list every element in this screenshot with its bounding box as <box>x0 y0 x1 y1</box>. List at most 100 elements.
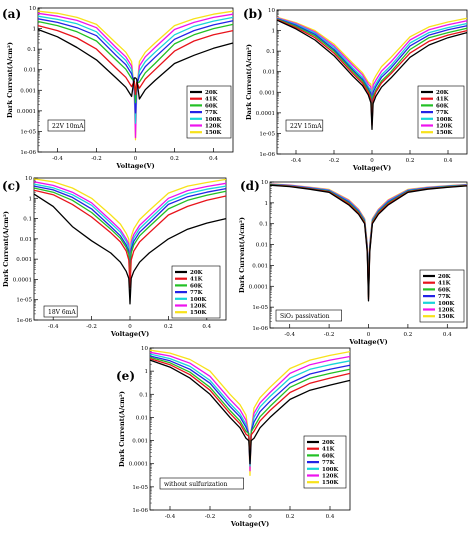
legend-label: 100K <box>436 117 452 123</box>
y-axis-label: Dark Current(A/cm²) <box>238 217 246 293</box>
panel-label: (e) <box>116 369 135 383</box>
annotation-label: 18V 6mA <box>48 309 76 316</box>
y-tick-label: 0.001 <box>16 257 32 263</box>
x-tick-label: 0 <box>128 324 132 330</box>
y-axis-label: Dark Current(A/cm²) <box>118 391 126 467</box>
y-tick-label: 1e-06 <box>252 326 268 332</box>
x-tick-label: -0.2 <box>329 158 340 164</box>
x-axis-label: Voltage(V) <box>230 520 269 528</box>
legend-label: 41K <box>436 97 449 103</box>
annotation-box <box>159 477 244 490</box>
annotation-box <box>43 305 78 318</box>
y-tick-label: 0.01 <box>256 243 268 249</box>
annotation-label: without sulfurization <box>164 481 228 488</box>
legend-label: 41K <box>190 277 203 283</box>
panel-d: (d) 10 1 0.1 0.01 0.001 0.0001 1e-05 1e-06 -0.4 -0… <box>238 179 468 346</box>
y-tick-label: 0.001 <box>20 88 36 94</box>
y-tick-label: 1 <box>265 201 269 207</box>
y-axis-label: Dark Current(A/cm²) <box>245 44 253 120</box>
x-tick-label: 0.2 <box>286 514 295 520</box>
legend-label: 41K <box>322 447 335 453</box>
y-tick-label: 10 <box>29 6 36 12</box>
series-group <box>276 16 468 130</box>
legend-label: 20K <box>190 270 203 276</box>
x-tick-label: -0.2 <box>91 156 102 162</box>
y-tick-label: 1 <box>33 27 37 33</box>
y-tick-label: 0.01 <box>20 237 32 243</box>
legend-label: 60K <box>322 453 335 459</box>
y-tick-label: 10 <box>261 180 268 186</box>
legend-label: 60K <box>438 287 451 293</box>
legend-label: 150K <box>190 310 206 316</box>
x-tick-label: 0.2 <box>170 156 179 162</box>
x-tick-label: 0 <box>367 332 371 338</box>
y-tick-label: 0.001 <box>259 90 275 96</box>
y-tick-label: 1e-05 <box>259 131 275 137</box>
x-tick-label: -0.2 <box>205 514 216 520</box>
series-line-20K <box>276 19 468 130</box>
y-tick-label: 10 <box>268 8 275 14</box>
x-tick-label: -0.4 <box>52 156 63 162</box>
y-tick-label: 0.1 <box>139 392 148 398</box>
x-axis-label: Voltage(V) <box>352 164 391 172</box>
legend-label: 20K <box>205 90 218 96</box>
annotation-box <box>275 309 342 322</box>
annotation-label: 22V 10mA <box>52 123 84 130</box>
series-line-150K <box>149 349 351 476</box>
legend-label: 150K <box>205 130 221 136</box>
x-axis-label: Voltage(V) <box>115 162 154 170</box>
y-tick-label: 1e-05 <box>132 485 148 491</box>
x-tick-label: 0 <box>134 156 138 162</box>
legend-label: 60K <box>205 103 218 109</box>
y-tick-label: 0.1 <box>27 47 36 53</box>
legend-label: 120K <box>436 124 452 130</box>
series-line-77K <box>37 18 234 114</box>
panel-a: (a) 10 1 0.1 0.01 0.001 0.0001 1e-05 1e-06 -0.4 -0… <box>2 6 234 170</box>
series-line-100K <box>149 353 351 467</box>
legend-label: 20K <box>436 90 449 96</box>
series-line-120K <box>149 351 351 472</box>
y-tick-label: 1e-06 <box>132 508 148 514</box>
y-tick-label: 10 <box>25 176 32 182</box>
y-tick-label: 0.0001 <box>249 284 268 290</box>
legend-label: 100K <box>438 301 454 307</box>
legend-label: 120K <box>190 304 206 310</box>
legend-label: 150K <box>438 314 454 320</box>
series-line-20K <box>269 184 468 302</box>
legend-label: 150K <box>322 480 338 486</box>
x-tick-label: 0.2 <box>164 324 173 330</box>
x-tick-label: -0.4 <box>48 324 59 330</box>
y-tick-label: 0.0001 <box>13 277 32 283</box>
x-tick-label: 0.4 <box>444 158 453 164</box>
legend-label: 120K <box>322 474 338 480</box>
legend-label: 100K <box>205 117 221 123</box>
legend-label: 120K <box>438 308 454 314</box>
x-axis-label: Voltage(V) <box>348 338 387 346</box>
y-tick-label: 0.01 <box>24 68 36 74</box>
legend-label: 77K <box>205 110 218 116</box>
series-group <box>37 10 234 141</box>
panel-c: (c) 10 1 0.1 0.01 0.001 0.0001 1e-05 1e-06 -0.4 -0… <box>2 176 227 338</box>
legend-label: 100K <box>190 297 206 303</box>
annotation-label: SiO₂ passivation <box>280 313 330 320</box>
series-line-41K <box>33 189 227 289</box>
y-tick-label: 1e-05 <box>16 298 32 304</box>
y-tick-label: 0.001 <box>252 263 268 269</box>
legend-label: 77K <box>322 460 335 466</box>
y-tick-label: 10 <box>141 346 148 352</box>
y-tick-label: 0.001 <box>132 439 148 445</box>
x-tick-label: -0.4 <box>291 158 302 164</box>
y-tick-label: 0.1 <box>259 222 268 228</box>
panel-label: (a) <box>2 7 21 21</box>
y-tick-label: 1e-06 <box>259 152 275 158</box>
series-line-120K <box>37 12 234 139</box>
series-line-20K <box>149 359 351 465</box>
panel-label: (c) <box>2 179 21 193</box>
legend-label: 120K <box>205 124 221 130</box>
x-tick-label: 0.4 <box>326 514 335 520</box>
y-axis-label: Dark Current(A/cm²) <box>6 42 14 118</box>
x-tick-label: -0.4 <box>165 514 176 520</box>
x-tick-label: 0 <box>248 514 252 520</box>
series-line-41K <box>37 24 234 96</box>
